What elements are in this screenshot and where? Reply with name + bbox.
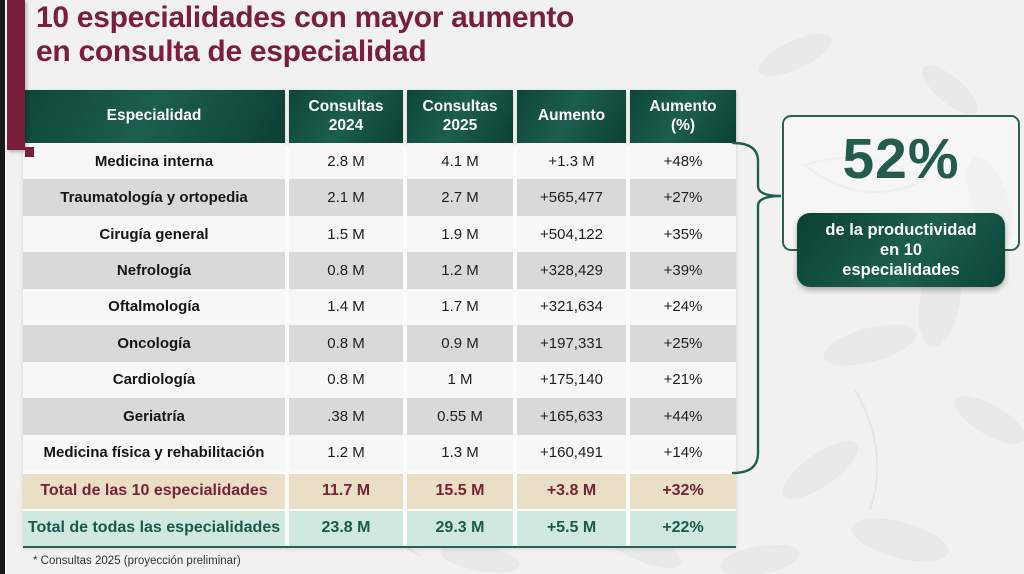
total-aumento-pct: +32% xyxy=(630,473,736,509)
left-edge-strip xyxy=(0,0,5,574)
total-consultas-2025: 15.5 M xyxy=(407,473,513,509)
footnote: * Consultas 2025 (proyección preliminar) xyxy=(33,555,241,567)
cell-especialidad: Medicina interna xyxy=(23,143,285,180)
cell-consultas-2025: 0.55 M xyxy=(407,398,513,435)
total-consultas-2024: 11.7 M xyxy=(289,473,403,509)
total-aumento: +3.8 M xyxy=(517,473,626,509)
cell-consultas-2025: 1.3 M xyxy=(407,434,513,471)
total-consultas-2025: 29.3 M xyxy=(407,510,513,546)
cell-consultas-2024: 1.2 M xyxy=(289,434,403,471)
cell-consultas-2024: 2.1 M xyxy=(289,179,403,216)
title-accent-bar xyxy=(7,0,25,150)
title-line-1: 10 especialidades con mayor aumento xyxy=(36,1,575,34)
total-aumento: +5.5 M xyxy=(517,510,626,546)
cell-consultas-2025: 1 M xyxy=(407,361,513,399)
cell-aumento: +565,477 xyxy=(517,179,626,216)
callout-label-box: de la productividad en 10 especialidades xyxy=(797,213,1005,287)
cell-aumento-pct: +24% xyxy=(630,288,736,326)
cell-aumento: +175,140 xyxy=(517,361,626,399)
specialties-table: Especialidad Consultas 2024 Consultas 2025… xyxy=(23,90,736,548)
cell-aumento-pct: +27% xyxy=(630,179,736,216)
cell-aumento: +321,634 xyxy=(517,288,626,326)
cell-consultas-2024: 0.8 M xyxy=(289,252,403,289)
total-consultas-2024: 23.8 M xyxy=(289,510,403,546)
title-accent-notch xyxy=(25,147,34,157)
row-group-brace xyxy=(731,141,782,475)
cell-consultas-2025: 0.9 M xyxy=(407,325,513,362)
header-especialidad: Especialidad xyxy=(23,90,285,143)
header-aumento-pct: Aumento (%) xyxy=(630,90,736,143)
cell-especialidad: Cardiología xyxy=(23,361,285,399)
totals-row-all: Total de todas las especialidades 23.8 M… xyxy=(23,510,736,548)
table-header-row: Especialidad Consultas 2024 Consultas 2025… xyxy=(23,90,736,143)
title-line-2: en consulta de especialidad xyxy=(36,35,427,68)
cell-aumento: +160,491 xyxy=(517,434,626,471)
cell-especialidad: Oncología xyxy=(23,325,285,362)
table-body: Medicina interna 2.8 M 4.1 M +1.3 M +48%… xyxy=(23,143,736,471)
cell-aumento: +328,429 xyxy=(517,252,626,289)
cell-aumento-pct: +35% xyxy=(630,215,736,253)
total-label: Total de las 10 especialidades xyxy=(23,473,285,509)
callout-label-line-1: de la productividad xyxy=(825,220,977,239)
cell-especialidad: Traumatología y ortopedia xyxy=(23,179,285,216)
callout-label-line-3: especialidades xyxy=(842,261,960,280)
total-label: Total de todas las especialidades xyxy=(23,510,285,546)
cell-consultas-2024: .38 M xyxy=(289,398,403,435)
cell-consultas-2024: 0.8 M xyxy=(289,325,403,362)
cell-aumento-pct: +48% xyxy=(630,143,736,180)
cell-consultas-2025: 1.2 M xyxy=(407,252,513,289)
cell-consultas-2025: 4.1 M xyxy=(407,143,513,180)
header-aumento: Aumento xyxy=(517,90,626,143)
cell-especialidad: Medicina física y rehabilitación xyxy=(23,434,285,471)
cell-aumento-pct: +44% xyxy=(630,398,736,435)
cell-consultas-2025: 1.9 M xyxy=(407,215,513,253)
cell-consultas-2024: 1.5 M xyxy=(289,215,403,253)
cell-aumento-pct: +21% xyxy=(630,361,736,399)
cell-especialidad: Cirugía general xyxy=(23,215,285,253)
header-consultas-2025: Consultas 2025 xyxy=(407,90,513,143)
callout-label-line-2: en 10 xyxy=(879,240,923,259)
cell-consultas-2024: 0.8 M xyxy=(289,361,403,399)
cell-especialidad: Oftalmología xyxy=(23,288,285,326)
page-title: 10 especialidades con mayor aumento en c… xyxy=(36,1,574,69)
cell-especialidad: Geriatría xyxy=(23,398,285,435)
totals-row-10: Total de las 10 especialidades 11.7 M 15… xyxy=(23,473,736,509)
cell-consultas-2025: 2.7 M xyxy=(407,179,513,216)
cell-aumento: +504,122 xyxy=(517,215,626,253)
header-consultas-2024: Consultas 2024 xyxy=(289,90,403,143)
cell-consultas-2024: 1.4 M xyxy=(289,288,403,326)
total-aumento-pct: +22% xyxy=(630,510,736,546)
cell-consultas-2024: 2.8 M xyxy=(289,143,403,180)
cell-aumento: +1.3 M xyxy=(517,143,626,180)
cell-aumento: +165,633 xyxy=(517,398,626,435)
cell-especialidad: Nefrología xyxy=(23,252,285,289)
cell-aumento-pct: +25% xyxy=(630,325,736,362)
cell-aumento: +197,331 xyxy=(517,325,626,362)
cell-aumento-pct: +39% xyxy=(630,252,736,289)
cell-aumento-pct: +14% xyxy=(630,434,736,471)
callout-value: 52% xyxy=(842,127,960,191)
cell-consultas-2025: 1.7 M xyxy=(407,288,513,326)
